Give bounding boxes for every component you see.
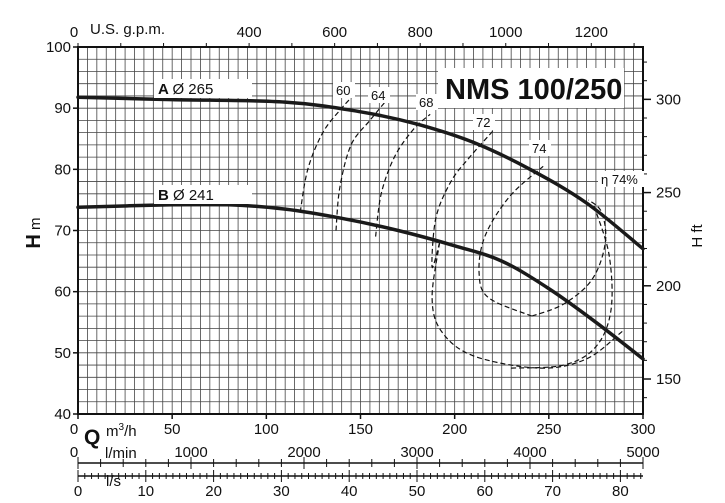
series-label-letter: A <box>158 81 172 98</box>
y-tick-label: 80 <box>54 161 71 178</box>
x-tick-label: 150 <box>348 421 373 438</box>
top-axis-tick-label: 800 <box>408 24 433 41</box>
x-axis-unit-tail: /h <box>124 423 137 440</box>
y-tick-label: 40 <box>54 406 71 423</box>
lmin-axis-tick-label: 1000 <box>174 444 207 461</box>
series-label-bg <box>154 185 252 204</box>
efficiency-label: η 74% <box>601 172 638 187</box>
efficiency-loop <box>431 242 623 369</box>
top-axis-tick-label: 600 <box>322 24 347 41</box>
top-axis-title: U.S. g.p.m. <box>90 21 165 38</box>
efficiency-label: 64 <box>371 88 385 103</box>
ls-axis-tick-label: 80 <box>612 483 629 500</box>
efficiency-label: 60 <box>336 83 350 98</box>
efficiency-label-bg <box>416 94 438 110</box>
ls-axis-tick-label: 50 <box>409 483 426 500</box>
title-box <box>438 68 624 108</box>
efficiency-curve <box>511 205 613 369</box>
performance-curve <box>76 95 645 251</box>
efficiency-label: 68 <box>419 95 433 110</box>
y-tick-label: 100 <box>46 39 71 56</box>
series-label: A Ø 265 <box>158 81 213 98</box>
efficiency-curve <box>431 129 495 269</box>
y-axis-left-title: H m <box>23 217 45 248</box>
lmin-axis-tick-label: 0 <box>70 444 78 461</box>
y-tick-label: 90 <box>54 100 71 117</box>
x-axis-unit-sup: 3 <box>119 422 125 433</box>
chart-grid <box>77 46 644 415</box>
efficiency-label-bg <box>333 82 355 98</box>
lmin-axis-tick-label: 4000 <box>513 444 546 461</box>
efficiency-label: 72 <box>476 115 490 130</box>
efficiency-label: 74 <box>532 141 546 156</box>
x-tick-label: 200 <box>442 421 467 438</box>
y-tick-label: 70 <box>54 223 71 240</box>
ls-axis-tick-label: 60 <box>476 483 493 500</box>
top-axis-tick-label: 1200 <box>575 24 608 41</box>
series-label-bg <box>154 79 252 98</box>
series-label: B Ø 241 <box>158 187 214 204</box>
x-axis-unit: m3/h <box>106 422 137 440</box>
lmin-axis-title: l/min <box>105 445 137 462</box>
ls-axis-tick-label: 40 <box>341 483 358 500</box>
x-tick-label: 300 <box>630 421 655 438</box>
top-axis-tick-label: 1000 <box>489 24 522 41</box>
efficiency-curve <box>299 95 354 213</box>
series-label-diameter: Ø 241 <box>173 187 214 204</box>
x-tick-label: 250 <box>536 421 561 438</box>
lmin-axis-tick-label: 2000 <box>287 444 320 461</box>
series-label-diameter: Ø 265 <box>172 81 213 98</box>
efficiency-label-bg <box>598 171 644 187</box>
y-tick-label: 50 <box>54 345 71 362</box>
ls-axis-title: l/s <box>106 473 121 490</box>
y-axis-right-title: H ft <box>689 224 706 248</box>
x-axis-title: Q <box>84 426 100 449</box>
y-tick-label: 60 <box>54 284 71 301</box>
ls-axis-tick-label: 70 <box>544 483 561 500</box>
top-axis-tick-label: 0 <box>70 24 78 41</box>
right-axis-tick-label: 300 <box>656 91 681 108</box>
chart-labels: A Ø 265 B Ø 241 <box>154 79 252 204</box>
efficiency-curve <box>478 165 544 317</box>
efficiency-label-bg <box>368 87 390 103</box>
ls-axis-tick-label: 0 <box>74 483 82 500</box>
x-tick-label: 100 <box>254 421 279 438</box>
efficiency-curves: 60 64 68 72 74 η 74% <box>299 82 644 369</box>
efficiency-label-bg <box>473 114 495 130</box>
x-tick-label: 50 <box>164 421 181 438</box>
performance-curve <box>76 202 645 361</box>
right-axis-tick-label: 200 <box>656 278 681 295</box>
lmin-axis-tick-label: 3000 <box>400 444 433 461</box>
x-axis-unit-main: m <box>106 423 119 440</box>
right-axis-tick-label: 150 <box>656 371 681 388</box>
top-axis-tick-label: 400 <box>237 24 262 41</box>
performance-curves <box>76 95 645 361</box>
lmin-axis-tick-label: 5000 <box>626 444 659 461</box>
y-axis-left-title-text: H m <box>23 217 45 248</box>
efficiency-loop <box>531 199 607 317</box>
right-axis-tick-label: 250 <box>656 185 681 202</box>
ls-axis-tick-label: 10 <box>137 483 154 500</box>
series-label-letter: B <box>158 187 173 204</box>
chart-title: NMS 100/250 <box>445 74 622 106</box>
x-tick-label: 0 <box>70 421 78 438</box>
efficiency-label-bg <box>529 140 551 156</box>
ls-axis-tick-label: 20 <box>205 483 222 500</box>
ls-axis-tick-label: 30 <box>273 483 290 500</box>
